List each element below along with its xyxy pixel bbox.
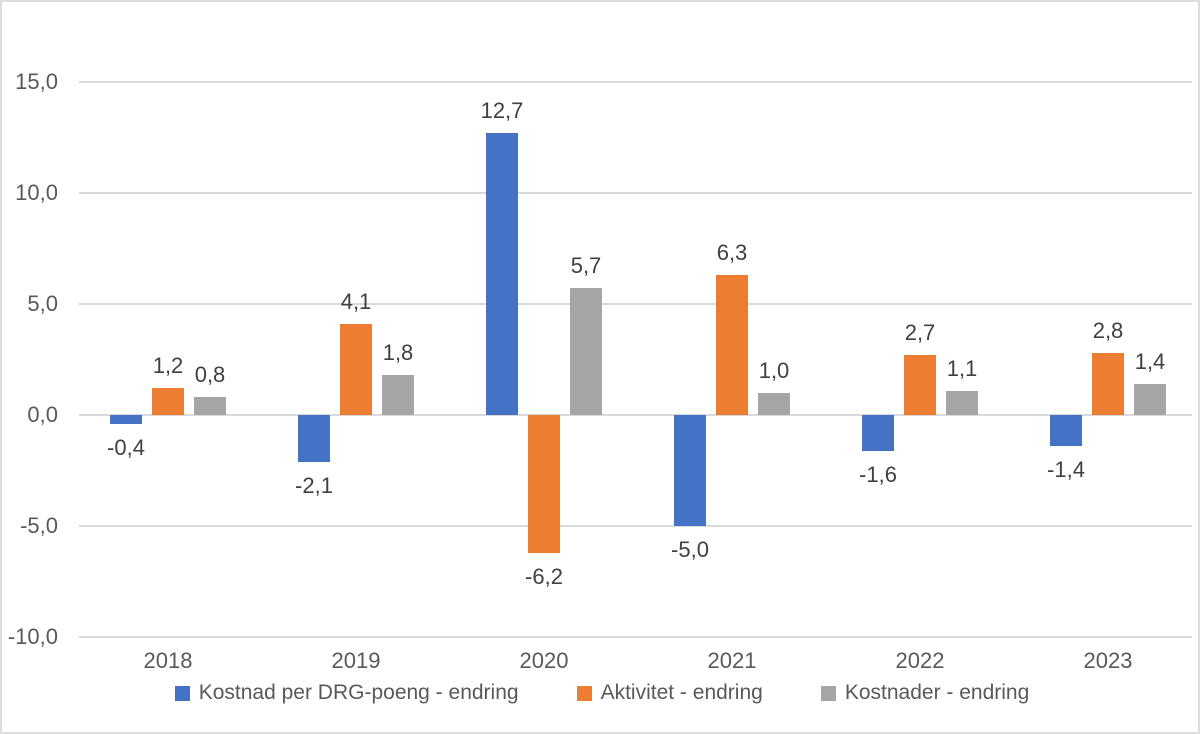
bar — [110, 415, 142, 424]
legend-item: Aktivitet - endring — [576, 681, 763, 705]
legend-label: Aktivitet - endring — [600, 681, 763, 704]
bar — [1092, 352, 1124, 415]
gridline — [79, 636, 1192, 638]
bar — [298, 415, 330, 462]
value-label: -0,4 — [107, 434, 145, 460]
bar — [152, 388, 184, 415]
legend-swatch — [576, 685, 592, 701]
bar — [904, 355, 936, 415]
gridline — [79, 303, 1192, 305]
value-label: 1,4 — [1134, 348, 1166, 374]
value-label: -6,2 — [525, 563, 563, 589]
value-label: 4,1 — [340, 288, 372, 314]
y-axis-tick-label: 10,0 — [15, 180, 58, 205]
bar — [674, 415, 706, 526]
legend-swatch — [174, 685, 190, 701]
legend-swatch — [820, 685, 836, 701]
bar — [758, 392, 790, 415]
value-label: 2,8 — [1092, 317, 1124, 343]
legend-label: Kostnad per DRG-poeng - endring — [198, 681, 519, 704]
legend-label: Kostnader - endring — [844, 681, 1030, 704]
value-label: 1,1 — [946, 355, 978, 381]
legend-item: Kostnader - endring — [820, 681, 1030, 705]
y-axis-tick-label: 15,0 — [15, 69, 58, 94]
x-axis-label: 2022 — [895, 648, 945, 673]
y-axis-tick-label: -5,0 — [20, 513, 58, 538]
value-label: -2,1 — [295, 472, 333, 498]
value-label: 1,2 — [152, 353, 184, 379]
y-axis-tick-label: -10,0 — [7, 624, 58, 649]
bar — [340, 323, 372, 415]
gridline — [79, 525, 1192, 527]
bar — [570, 288, 602, 415]
gridline — [79, 192, 1192, 194]
legend: Kostnad per DRG-poeng - endring Aktivitet… — [2, 681, 1198, 705]
bar — [528, 415, 560, 553]
value-label: -5,0 — [671, 537, 709, 562]
value-label: 1,0 — [758, 357, 790, 383]
legend-item: Kostnad per DRG-poeng - endring — [174, 681, 519, 705]
x-axis-label: 2019 — [331, 648, 381, 673]
bar — [946, 390, 978, 415]
gridline — [79, 414, 1192, 416]
bar — [1050, 415, 1082, 447]
value-label: 6,3 — [716, 240, 748, 266]
value-label: -1,4 — [1047, 457, 1085, 483]
value-label: 1,8 — [382, 340, 414, 366]
bar — [862, 415, 894, 451]
x-axis-label: 2023 — [1083, 648, 1133, 673]
x-axis-label: 2020 — [519, 648, 569, 673]
value-label: -1,6 — [859, 461, 897, 487]
value-label: 2,7 — [904, 320, 936, 346]
value-label: 12,7 — [480, 98, 524, 124]
value-label: 5,7 — [570, 253, 602, 279]
y-axis-tick-label: 5,0 — [27, 291, 58, 316]
bar — [1134, 383, 1166, 415]
bar — [716, 275, 748, 415]
bar — [486, 133, 518, 415]
gridline — [79, 81, 1192, 83]
value-label: 0,8 — [194, 362, 226, 388]
bar — [194, 397, 226, 415]
bar — [382, 375, 414, 415]
y-axis-tick-label: 0,0 — [27, 402, 58, 427]
x-axis-label: 2021 — [707, 648, 757, 673]
x-axis-label: 2018 — [143, 648, 193, 673]
